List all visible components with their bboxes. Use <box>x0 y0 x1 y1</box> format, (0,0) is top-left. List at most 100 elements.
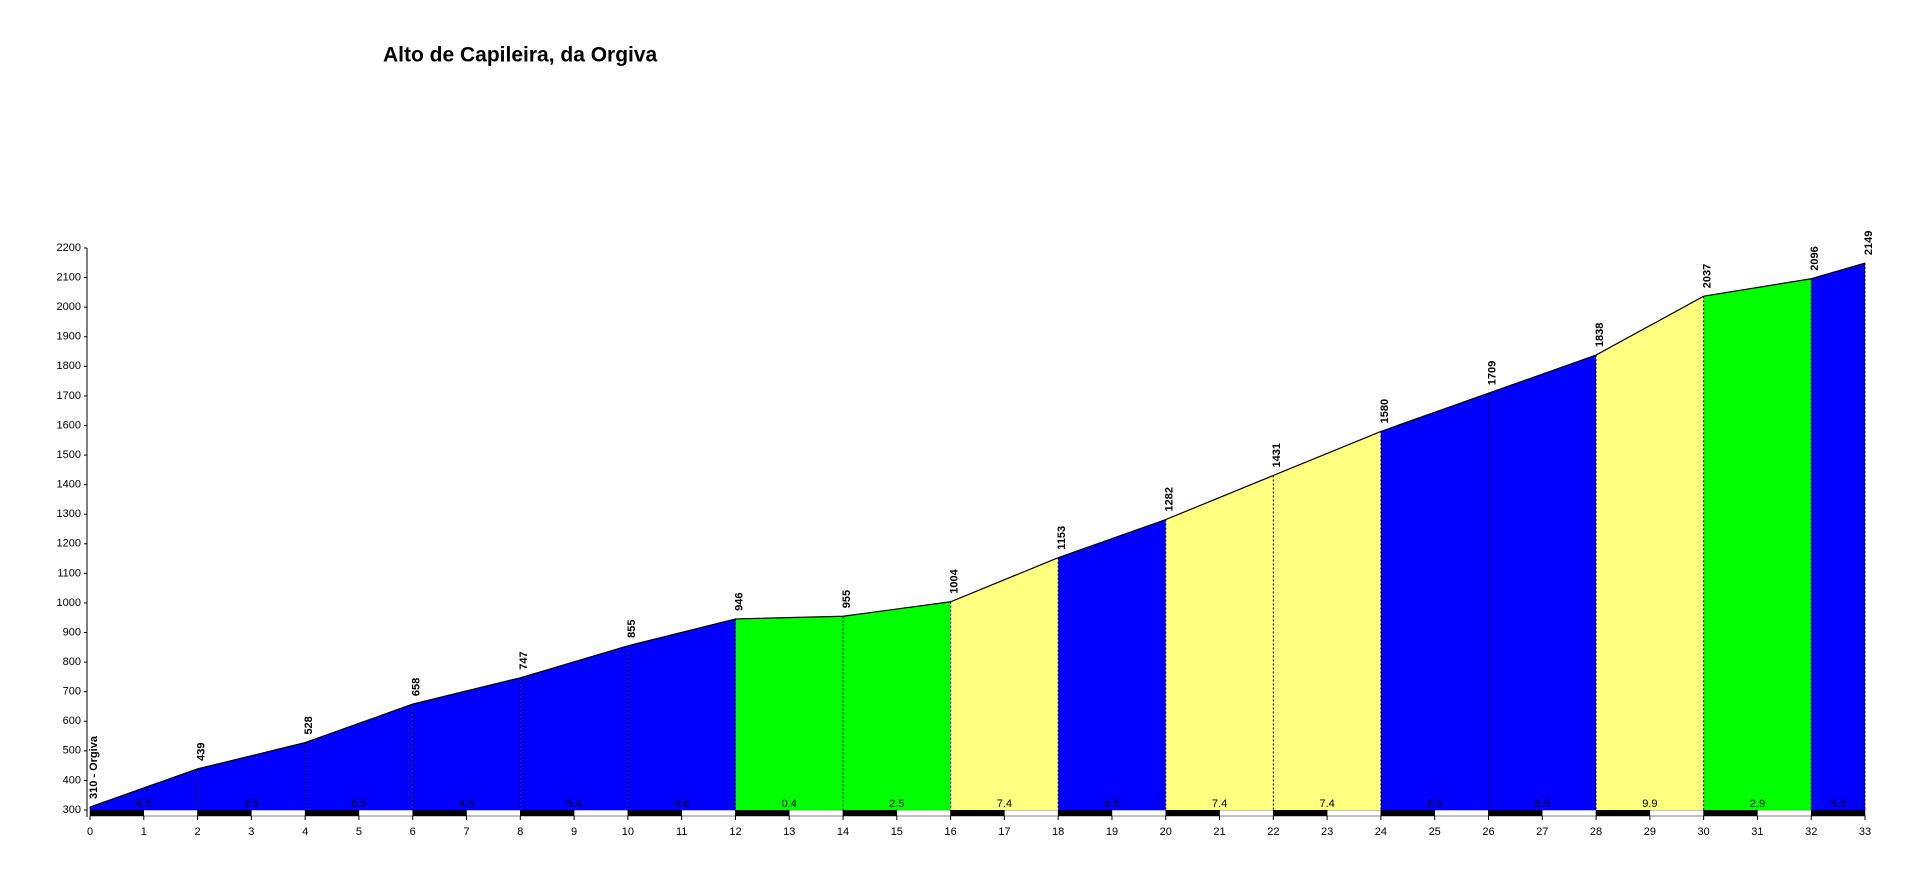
segment <box>197 742 306 810</box>
gradient-label: 2.9 <box>1750 798 1765 810</box>
y-tick-label: 1400 <box>57 479 81 491</box>
elevation-label: 1004 <box>949 568 961 593</box>
elevation-label: 310 - Orgiva <box>88 735 100 799</box>
x-tick-label: 14 <box>837 826 849 838</box>
km-strip <box>950 809 1005 817</box>
y-tick-label: 700 <box>63 686 81 698</box>
gradient-label: 6.5 <box>351 798 366 810</box>
km-strip <box>1219 809 1274 817</box>
x-tick-label: 1 <box>141 826 147 838</box>
x-tick-label: 21 <box>1213 826 1225 838</box>
elevation-label: 1580 <box>1379 399 1391 423</box>
gradient-label: 5.3 <box>1830 798 1845 810</box>
km-strip <box>842 809 898 817</box>
elevation-label: 946 <box>733 593 745 611</box>
x-tick-label: 5 <box>356 826 362 838</box>
x-tick-label: 25 <box>1429 826 1441 838</box>
x-tick-label: 33 <box>1859 826 1871 838</box>
segment <box>627 618 736 810</box>
gradient-label: 7.4 <box>997 798 1012 810</box>
km-strip <box>788 809 844 817</box>
x-tick-label: 16 <box>944 826 956 838</box>
elevation-label: 2037 <box>1702 264 1714 288</box>
elevation-label: 528 <box>303 716 315 734</box>
y-tick-label: 2100 <box>57 271 81 283</box>
segment <box>412 677 521 810</box>
x-tick-label: 3 <box>248 826 254 838</box>
profile-line <box>89 262 1866 808</box>
km-strip <box>1703 809 1758 817</box>
x-tick-label: 7 <box>463 826 469 838</box>
elevation-label: 1153 <box>1056 526 1068 550</box>
elevation-label: 855 <box>626 619 638 637</box>
x-tick-label: 32 <box>1805 826 1817 838</box>
km-strip <box>358 809 413 817</box>
elevation-label: 1431 <box>1271 443 1283 467</box>
elevation-label: 439 <box>195 743 207 761</box>
gradient-label: 4.5 <box>244 798 259 810</box>
km-strip <box>466 809 521 817</box>
segment <box>1273 431 1381 810</box>
x-tick-label: 2 <box>195 826 201 838</box>
km-strip <box>412 809 467 817</box>
x-tick-label: 4 <box>302 826 308 838</box>
km-strip <box>1273 809 1328 817</box>
elevation-label: 1282 <box>1164 487 1176 511</box>
km-strip <box>1810 809 1866 817</box>
gradient-label: 5.4 <box>566 798 581 810</box>
gradient-label: 6.5 <box>1427 798 1442 810</box>
x-tick-label: 28 <box>1590 826 1602 838</box>
y-tick-label: 500 <box>63 745 81 757</box>
km-strip <box>1165 809 1220 817</box>
segment <box>1380 393 1489 810</box>
km-strip <box>304 809 360 817</box>
km-strip <box>1757 809 1812 817</box>
y-tick-label: 1700 <box>57 390 81 402</box>
gradient-label: 7.4 <box>1212 798 1227 810</box>
x-tick-label: 27 <box>1536 826 1548 838</box>
x-tick-label: 31 <box>1751 826 1763 838</box>
y-tick-label: 800 <box>63 656 81 668</box>
y-tick-label: 2000 <box>57 301 81 313</box>
gradient-label: 0.4 <box>782 798 797 810</box>
x-tick-label: 6 <box>410 826 416 838</box>
segment <box>1488 355 1597 810</box>
segment <box>950 557 1059 810</box>
y-tick-label: 900 <box>63 626 81 638</box>
chart-title: Alto de Capileira, da Orgiva <box>383 44 658 67</box>
elevation-label: 747 <box>518 651 530 669</box>
segment <box>1596 296 1704 810</box>
km-strip <box>520 809 575 817</box>
y-tick-label: 400 <box>63 774 81 786</box>
x-tick-label: 12 <box>729 826 741 838</box>
x-tick-label: 0 <box>87 826 93 838</box>
gradient-label: 4.5 <box>459 798 474 810</box>
x-tick-label: 30 <box>1698 826 1710 838</box>
gradient-label: 9.9 <box>1642 798 1657 810</box>
segment <box>90 768 198 810</box>
y-tick-label: 1300 <box>57 508 81 520</box>
gradient-label: 4.6 <box>674 798 689 810</box>
x-tick-label: 17 <box>998 826 1010 838</box>
y-tick-label: 2200 <box>57 242 81 254</box>
km-strip <box>143 809 198 817</box>
x-tick-label: 15 <box>891 826 903 838</box>
gradient-label: 6.5 <box>136 798 151 810</box>
km-strip <box>1488 809 1543 817</box>
km-strip <box>681 809 736 817</box>
km-strip <box>197 809 252 817</box>
gradient-label: 7.4 <box>1319 798 1334 810</box>
segment <box>1058 519 1166 810</box>
elevation-label: 658 <box>411 678 423 696</box>
x-tick-label: 29 <box>1644 826 1656 838</box>
x-tick-label: 26 <box>1482 826 1494 838</box>
y-tick-label: 1500 <box>57 449 81 461</box>
y-tick-label: 600 <box>63 715 81 727</box>
km-strip <box>735 809 790 817</box>
segment <box>305 704 413 810</box>
segment <box>520 645 628 810</box>
x-tick-label: 11 <box>676 826 687 838</box>
km-strip <box>1326 809 1382 817</box>
y-tick-label: 1600 <box>57 419 81 431</box>
